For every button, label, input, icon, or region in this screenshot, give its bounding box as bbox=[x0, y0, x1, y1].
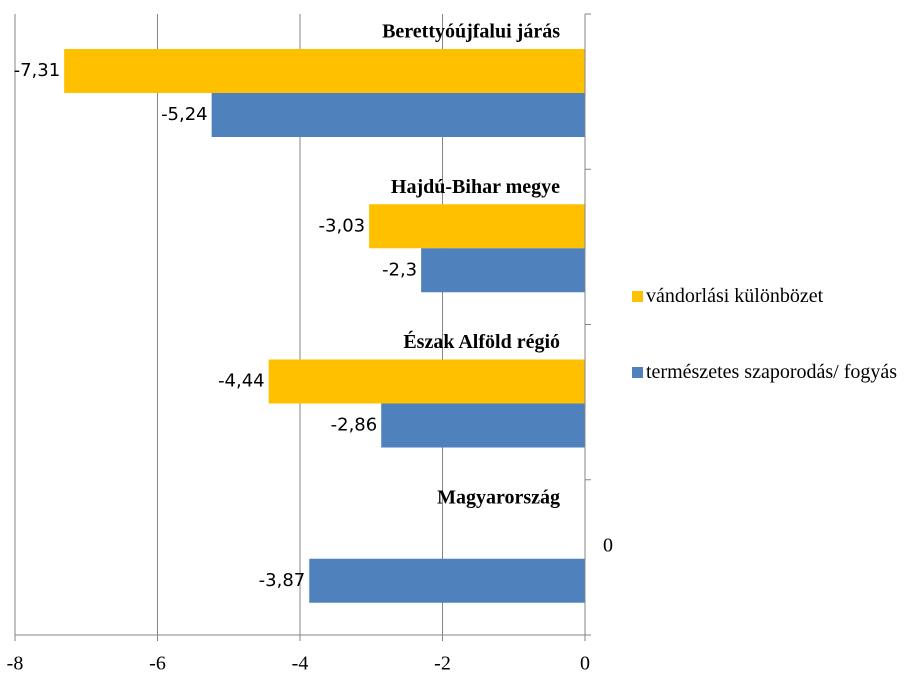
x-tick-label: -6 bbox=[149, 653, 166, 675]
bar bbox=[309, 558, 585, 603]
value-label: -5,24 bbox=[161, 104, 208, 125]
bar bbox=[211, 93, 585, 137]
bar bbox=[369, 204, 585, 249]
legend-swatch bbox=[632, 291, 643, 302]
legend: vándorlási különbözet természetes szaporo… bbox=[632, 280, 902, 432]
value-label: -2,86 bbox=[331, 415, 378, 436]
bar bbox=[64, 49, 586, 93]
value-label: -2,3 bbox=[382, 259, 417, 280]
x-tick-label: 0 bbox=[580, 653, 590, 675]
legend-item: természetes szaporodás/ fogyás bbox=[632, 356, 902, 388]
category-label: Berettyóújfalui járás bbox=[382, 21, 560, 43]
legend-swatch bbox=[632, 367, 643, 378]
legend-item: vándorlási különbözet bbox=[632, 280, 902, 312]
category-label: Magyarország bbox=[437, 486, 560, 508]
bar bbox=[268, 359, 585, 404]
category-label: Hajdú-Bihar megye bbox=[391, 176, 560, 198]
category-label: Észak Alföld régió bbox=[403, 330, 560, 353]
x-tick-label: -8 bbox=[7, 653, 24, 675]
x-tick-label: -4 bbox=[292, 653, 309, 675]
value-label: 0 bbox=[603, 534, 613, 556]
legend-label: természetes szaporodás/ fogyás bbox=[646, 361, 898, 383]
value-label: -4,44 bbox=[218, 371, 265, 392]
value-label: -3,87 bbox=[259, 570, 306, 591]
value-label: -3,03 bbox=[319, 215, 366, 236]
legend-label: vándorlási különbözet bbox=[646, 285, 824, 307]
value-label: -7,31 bbox=[14, 60, 61, 81]
x-tick-label: -2 bbox=[434, 653, 451, 675]
bar bbox=[421, 248, 585, 293]
bar bbox=[381, 403, 585, 448]
